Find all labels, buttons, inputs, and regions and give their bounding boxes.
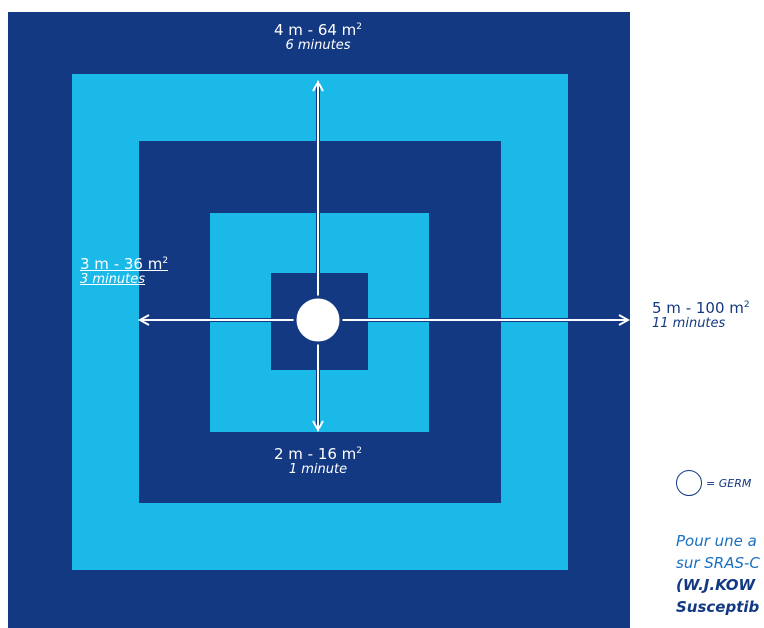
legend: = GERM: [676, 470, 751, 496]
note-line-4: Susceptib: [676, 598, 760, 616]
germ-circle: [293, 295, 343, 345]
label-3m: 3 m - 36 m2 3 minutes: [80, 255, 169, 288]
label-4m-distance: 4 m - 64 m2: [273, 21, 363, 39]
label-3m-time: 3 minutes: [80, 272, 146, 288]
label-2m-time: 1 minute: [288, 462, 348, 478]
legend-text: = GERM: [706, 476, 752, 490]
source-note: Pour une a sur SRAS-C (W.J.KOW Susceptib: [676, 530, 760, 618]
label-5m-time: 11 minutes: [652, 316, 726, 332]
label-4m-time: 6 minutes: [285, 38, 351, 54]
label-2m-distance: 2 m - 16 m2: [273, 445, 363, 463]
label-2m: 2 m - 16 m2 1 minute: [218, 445, 418, 478]
note-line-1: Pour une a: [676, 532, 757, 550]
note-line-2: sur SRAS-C: [676, 554, 760, 572]
label-4m: 4 m - 64 m2 6 minutes: [218, 21, 418, 54]
label-3m-distance: 3 m - 36 m2: [80, 255, 169, 273]
note-line-3: (W.J.KOW: [676, 576, 756, 594]
label-5m-distance: 5 m - 100 m2: [652, 299, 750, 317]
label-5m: 5 m - 100 m2 11 minutes: [652, 299, 750, 332]
germ-legend-icon: [676, 470, 702, 496]
